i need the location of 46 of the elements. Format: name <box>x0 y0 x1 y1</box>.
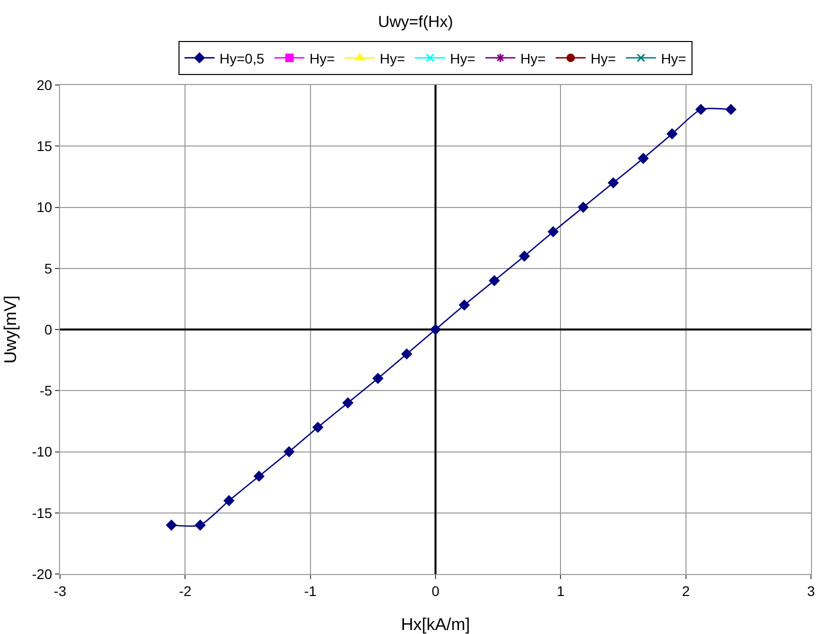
point <box>458 300 470 310</box>
point <box>254 470 264 482</box>
point <box>166 520 177 530</box>
point <box>342 398 354 408</box>
x-tick-label: -3 <box>54 582 66 599</box>
y-tick-label: 5 <box>44 260 52 276</box>
x-tick-label: 2 <box>682 582 690 599</box>
x-tick-label: -2 <box>178 582 192 599</box>
legend-label: Hy=0,5 <box>220 50 264 66</box>
x-tick-label: 0 <box>432 582 440 599</box>
x-axis-title: Hx[kA/m] <box>401 615 470 634</box>
point <box>548 226 558 237</box>
point <box>696 104 706 115</box>
point <box>430 324 441 335</box>
y-tick-label: -10 <box>32 444 52 460</box>
x-tick-label: -1 <box>304 582 317 599</box>
y-tick-label: 10 <box>36 199 52 216</box>
y-tick-label: -5 <box>40 382 52 399</box>
legend-label: Hy= <box>309 50 335 66</box>
legend-label: Hy= <box>660 50 686 66</box>
y-tick-label: 0 <box>44 321 52 338</box>
y-tick-label: -20 <box>32 566 52 582</box>
point <box>666 128 678 140</box>
y-axis-title: Uwy[mV] <box>1 296 20 364</box>
x-tick-label: 3 <box>807 582 816 599</box>
legend-label: Hy= <box>450 50 476 66</box>
point <box>578 202 588 213</box>
x-tick-label: 1 <box>556 582 565 599</box>
point <box>312 422 324 433</box>
point <box>638 153 649 164</box>
point <box>401 348 412 360</box>
point <box>608 178 619 188</box>
point <box>372 373 384 384</box>
point <box>489 275 500 286</box>
legend-label: Hy= <box>520 50 546 66</box>
y-tick-label: 15 <box>36 138 52 154</box>
point <box>519 250 530 262</box>
y-tick-label: -15 <box>32 504 52 521</box>
point <box>284 446 294 458</box>
point <box>224 495 234 506</box>
point <box>194 520 206 530</box>
point <box>726 104 736 115</box>
chart-title: Uwy=f(Hx) <box>378 14 454 32</box>
y-tick-label: 20 <box>36 76 52 93</box>
legend-label: Hy= <box>380 50 406 66</box>
legend-label: Hy= <box>590 50 616 66</box>
